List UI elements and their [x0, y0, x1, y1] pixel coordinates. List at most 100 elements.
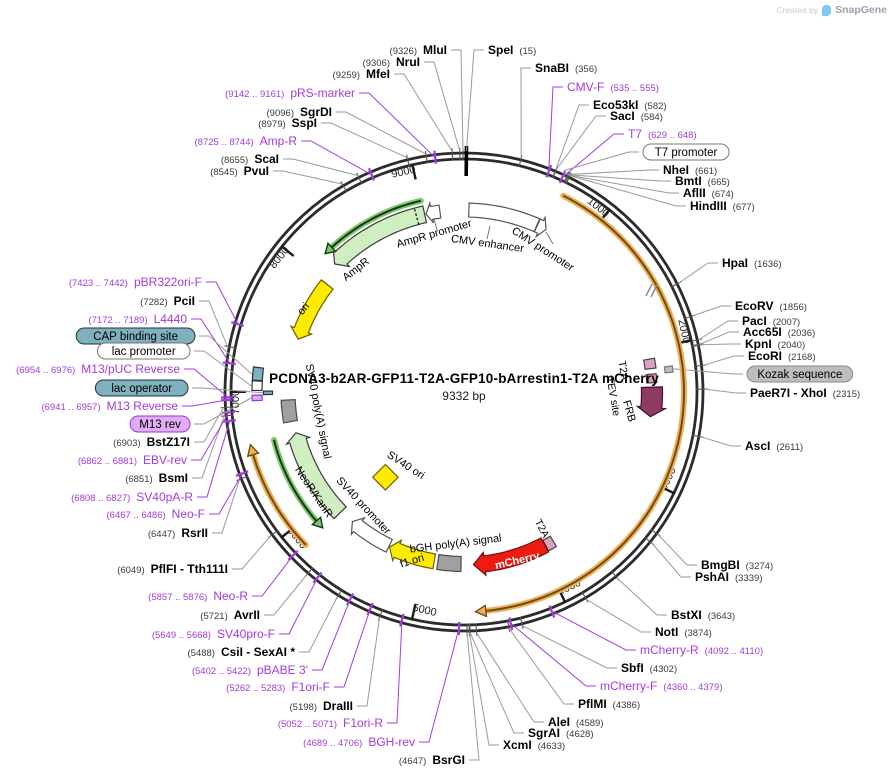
feature-cmv-promoter[interactable] — [533, 215, 547, 239]
feature-m13-rev-feature[interactable] — [251, 394, 263, 402]
feature-mcherry[interactable] — [472, 537, 550, 577]
site-label-rsrii[interactable]: (6447) RsrII — [148, 526, 208, 540]
site-label-pflfi-tth111i[interactable]: (6049) PflFI - Tth111I — [117, 562, 228, 576]
site-label-sbfi[interactable]: SbfI (4302) — [621, 661, 677, 675]
leader-line — [273, 170, 343, 185]
site-label-hpai[interactable]: HpaI (1636) — [722, 256, 781, 270]
site-label-sv40pro-f[interactable]: (5649 .. 5668) SV40pro-F — [152, 627, 275, 641]
site-label-prs-marker[interactable]: (9142 .. 9161) pRS-marker — [225, 86, 355, 100]
site-label-sgrdi[interactable]: (9096) SgrDI — [267, 105, 332, 119]
site-label-acc65i[interactable]: Acc65I (2036) — [743, 325, 815, 339]
feature-tev-site[interactable] — [645, 373, 658, 384]
site-label-bstxi[interactable]: BstXI (3643) — [671, 608, 735, 622]
site-label-sspi[interactable]: (8979) SspI — [258, 116, 317, 130]
feature-ori[interactable] — [289, 279, 334, 340]
leader-line — [264, 574, 308, 616]
site-label-ecori[interactable]: EcoRI (2168) — [748, 349, 815, 363]
scale-label-5000: 5000 — [411, 602, 438, 619]
site-label-nrui[interactable]: (9306) NruI — [363, 55, 420, 69]
site-label-ebv-rev[interactable]: (6862 .. 6881) EBV-rev — [78, 453, 187, 467]
site-label-pbabe-3-[interactable]: (5402 .. 5422) pBABE 3' — [192, 663, 308, 677]
site-label-pflmi[interactable]: PflMI (4386) — [578, 697, 640, 711]
site-label-hindiii[interactable]: HindIII (677) — [690, 199, 755, 213]
site-label-pshai[interactable]: PshAI (3339) — [695, 570, 762, 584]
site-label-pbr322ori-f[interactable]: (7423 .. 7442) pBR322ori-F — [69, 275, 202, 289]
feature-sv40-ori[interactable] — [371, 463, 399, 491]
site-label-csii-sexai-[interactable]: (5488) CsiI - SexAI * — [188, 645, 296, 659]
site-label-mcherry-r[interactable]: mCherry-R (4092 .. 4110) — [640, 643, 763, 657]
site-label-aflii[interactable]: AflII (674) — [683, 186, 734, 200]
orf-neo-rev-core — [273, 439, 318, 522]
feature-t2a-site-1[interactable] — [643, 357, 657, 370]
site-label-eco53ki[interactable]: Eco53kI (582) — [593, 98, 667, 112]
site-label-saci[interactable]: SacI (584) — [610, 109, 663, 123]
site-label-cmv-f[interactable]: CMV-F (535 .. 555) — [567, 80, 659, 94]
feature-cmv-enhancer[interactable] — [468, 202, 541, 233]
boxed-label-lac-operator[interactable] — [94, 379, 189, 397]
leader-line — [206, 281, 239, 325]
leader-line — [419, 627, 460, 743]
site-label-bsmi[interactable]: (6851) BsmI — [125, 471, 188, 485]
site-label-neo-f[interactable]: (6467 .. 6486) Neo-F — [107, 507, 206, 521]
feature-lac-operator-feature[interactable] — [262, 390, 274, 396]
leader-line — [194, 397, 252, 425]
site-label-paer7i-xhoi[interactable]: PaeR7I - XhoI (2315) — [750, 386, 860, 400]
site-label-amp-r[interactable]: (8725 .. 8744) Amp-R — [195, 134, 298, 148]
site-label-mcherry-f[interactable]: mCherry-F (4360 .. 4379) — [600, 679, 722, 693]
site-label-t7[interactable]: T7 (629 .. 648) — [628, 127, 697, 141]
feature-kozak-sequence[interactable] — [663, 365, 674, 374]
site-label-m13-reverse[interactable]: (6941 .. 6957) M13 Reverse — [41, 399, 178, 413]
boxed-label-t7-promoter[interactable] — [642, 143, 730, 161]
feature-neor-kanr[interactable] — [284, 432, 348, 520]
site-label-nhei[interactable]: NheI (661) — [663, 163, 717, 177]
site-label-avrii[interactable]: (5721) AvrII — [200, 608, 260, 622]
leader-line — [279, 577, 319, 635]
feature-sv40-promoter[interactable] — [350, 516, 394, 553]
site-label-bmgbi[interactable]: BmgBI (3274) — [701, 558, 773, 572]
site-label-ecorv[interactable]: EcoRV (1856) — [735, 299, 807, 313]
enzyme-site-tick — [451, 148, 454, 161]
leader-line — [194, 350, 252, 387]
feature-bgh-polya-signal[interactable] — [436, 553, 462, 573]
site-label-f1ori-f[interactable]: (5262 .. 5283) F1ori-F — [226, 680, 330, 694]
site-label-pvui[interactable]: (8545) PvuI — [210, 164, 269, 178]
site-label-noti[interactable]: NotI (3874) — [655, 625, 712, 639]
enzyme-site-tick — [519, 616, 524, 629]
site-label-kpni[interactable]: KpnI (2040) — [745, 337, 805, 351]
site-label-scai[interactable]: (8655) ScaI — [221, 152, 279, 166]
site-label-spei[interactable]: SpeI (15) — [488, 43, 536, 57]
site-label-draiii[interactable]: (5198) DraIII — [290, 699, 353, 713]
site-label-bstz17i[interactable]: (6903) BstZ17I — [113, 435, 190, 449]
site-label-bgh-rev[interactable]: (4689 .. 4706) BGH-rev — [303, 735, 415, 749]
site-label-bsrgi[interactable]: (4647) BsrGI — [399, 753, 465, 767]
site-label-paci[interactable]: PacI (2007) — [742, 314, 800, 328]
feature-frb[interactable] — [635, 386, 668, 418]
site-label-snabi[interactable]: SnaBI (356) — [535, 61, 597, 75]
site-label-asci[interactable]: AscI (2611) — [745, 439, 803, 453]
feature-cap-binding-site-feature[interactable] — [251, 366, 265, 382]
leader-break-mark — [650, 284, 658, 298]
site-label-mfei[interactable]: (9259) MfeI — [333, 67, 390, 81]
boxed-label-text: lac promoter — [112, 346, 176, 358]
boxed-label-lac-promoter[interactable] — [96, 342, 191, 360]
site-label-pcii[interactable]: (7282) PciI — [140, 294, 195, 308]
feature-ampr-promoter[interactable] — [425, 200, 442, 224]
site-label-neo-r[interactable]: (5857 .. 5876) Neo-R — [148, 589, 248, 603]
feature-ampr[interactable] — [332, 205, 428, 268]
site-label-sv40pa-r[interactable]: (6808 .. 6827) SV40pA-R — [71, 490, 193, 504]
enzyme-site-tick — [406, 154, 410, 167]
feature-sv40-polya-signal[interactable] — [280, 398, 299, 424]
site-label-xcmi[interactable]: XcmI (4633) — [503, 738, 565, 752]
site-label-mlui[interactable]: (9326) MluI — [390, 43, 447, 57]
site-label-f1ori-r[interactable]: (5052 .. 5071) F1ori-R — [278, 716, 383, 730]
site-label-sgrai[interactable]: SgrAI (4628) — [528, 726, 593, 740]
feature-lac-promoter-feature[interactable] — [251, 380, 263, 392]
site-label-alei[interactable]: AleI (4589) — [548, 715, 603, 729]
site-label-m13-puc-reverse[interactable]: (6954 .. 6976) M13/pUC Reverse — [16, 362, 180, 376]
site-label-l4440[interactable]: (7172 .. 7189) L4440 — [88, 312, 187, 326]
boxed-label-kozak-sequence[interactable] — [746, 365, 854, 383]
boxed-label-m13-rev[interactable] — [129, 415, 191, 433]
feature-f1-ori[interactable] — [388, 538, 437, 570]
site-label-bmti[interactable]: BmtI (665) — [675, 174, 730, 188]
